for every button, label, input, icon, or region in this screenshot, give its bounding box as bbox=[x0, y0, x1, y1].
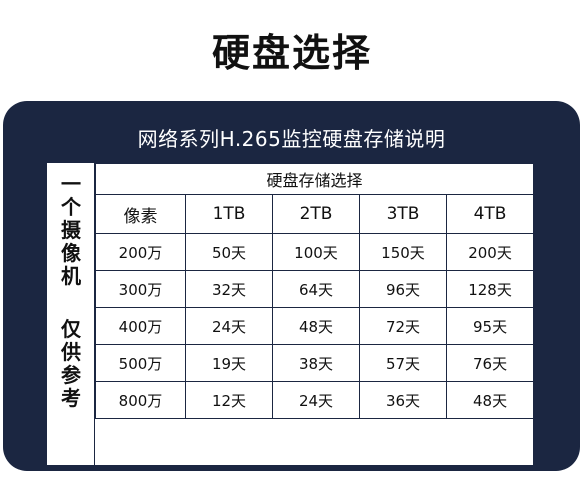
table-cell: 12天 bbox=[185, 381, 273, 419]
side-label-char: 考 bbox=[61, 386, 81, 410]
table-cell: 36天 bbox=[359, 381, 447, 419]
table-cell: 64天 bbox=[272, 270, 360, 308]
table-cell: 50天 bbox=[185, 233, 273, 271]
table-cell: 500万 bbox=[95, 344, 186, 382]
side-label-char: 像 bbox=[61, 241, 81, 265]
table-cell: 800万 bbox=[95, 381, 186, 419]
column-header-1tb: 1TB bbox=[185, 194, 273, 234]
table-cell: 48天 bbox=[445, 381, 535, 419]
table-cell: 19天 bbox=[185, 344, 273, 382]
table-cell: 76天 bbox=[445, 344, 535, 382]
table-cell: 128天 bbox=[445, 270, 535, 308]
column-header-3tb: 3TB bbox=[359, 194, 447, 234]
table-cell: 150天 bbox=[359, 233, 447, 271]
table-cell: 96天 bbox=[359, 270, 447, 308]
column-header-4tb: 4TB bbox=[445, 194, 535, 234]
table-cell: 400万 bbox=[95, 307, 186, 345]
side-label-char: 仅 bbox=[61, 317, 81, 341]
side-label-char: 个 bbox=[61, 195, 81, 219]
table-cell: 100天 bbox=[272, 233, 360, 271]
table-cell: 48天 bbox=[272, 307, 360, 345]
side-label-char: 参 bbox=[61, 363, 81, 387]
table-row: 500万 19天 38天 57天 76天 bbox=[95, 344, 535, 382]
table-cell: 57天 bbox=[359, 344, 447, 382]
column-header-row: 像素 1TB 2TB 3TB 4TB bbox=[95, 194, 535, 234]
side-label-reference-only: 仅 供 参 考 bbox=[47, 318, 95, 410]
table-header: 硬盘存储选择 bbox=[94, 163, 535, 195]
table-row: 400万 24天 48天 72天 95天 bbox=[95, 307, 535, 345]
column-header-pixels: 像素 bbox=[95, 194, 186, 234]
storage-table: 硬盘存储选择 像素 1TB 2TB 3TB 4TB 200万 50天 100天 … bbox=[94, 163, 535, 419]
storage-table-frame: 一 个 摄 像 机 仅 供 参 考 硬盘存储选择 像素 bbox=[47, 163, 535, 465]
side-label: 一 个 摄 像 机 仅 供 参 考 bbox=[47, 163, 95, 465]
storage-info-panel: 网络系列H.265监控硬盘存储说明 一 个 摄 像 机 仅 供 参 考 bbox=[3, 101, 580, 471]
side-label-char: 一 bbox=[61, 172, 81, 196]
side-label-char: 摄 bbox=[61, 218, 81, 242]
table-cell: 95天 bbox=[445, 307, 535, 345]
side-label-char: 供 bbox=[61, 340, 81, 364]
table-cell: 200天 bbox=[445, 233, 535, 271]
table-cell: 24天 bbox=[272, 381, 360, 419]
table-cell: 72天 bbox=[359, 307, 447, 345]
table-cell: 24天 bbox=[185, 307, 273, 345]
table-row: 200万 50天 100天 150天 200天 bbox=[95, 233, 535, 271]
table-row: 800万 12天 24天 36天 48天 bbox=[95, 381, 535, 419]
table-cell: 38天 bbox=[272, 344, 360, 382]
panel-title: 网络系列H.265监控硬盘存储说明 bbox=[137, 127, 446, 151]
table-cell: 300万 bbox=[95, 270, 186, 308]
table-cell: 200万 bbox=[95, 233, 186, 271]
page-title: 硬盘选择 bbox=[211, 31, 372, 75]
side-label-char: 机 bbox=[61, 264, 81, 288]
side-label-per-camera: 一 个 摄 像 机 bbox=[47, 173, 95, 288]
column-header-2tb: 2TB bbox=[272, 194, 360, 234]
table-cell: 32天 bbox=[185, 270, 273, 308]
table-row: 300万 32天 64天 96天 128天 bbox=[95, 270, 535, 308]
